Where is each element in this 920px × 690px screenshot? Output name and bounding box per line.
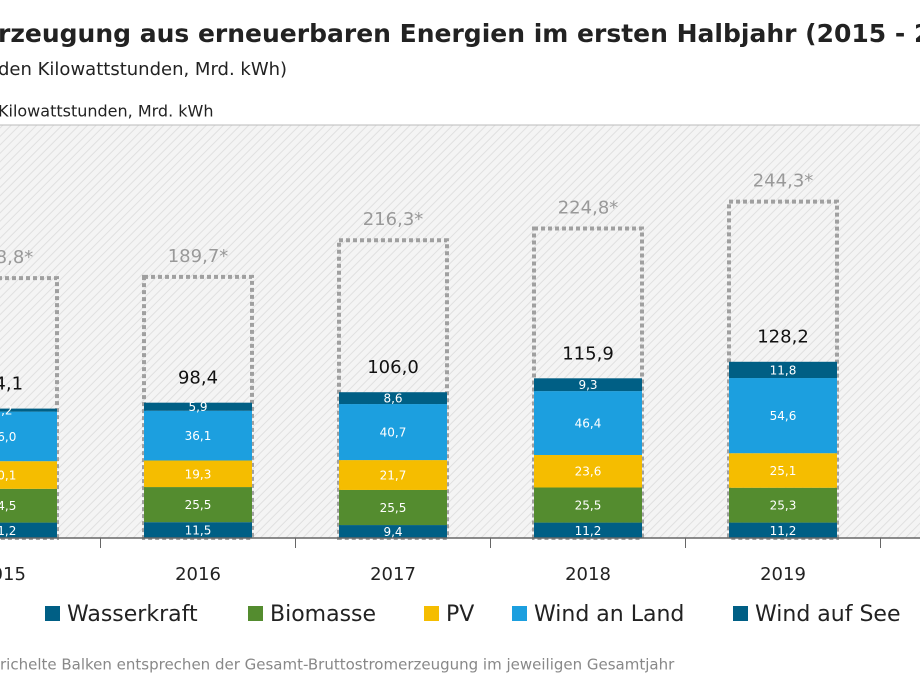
bar-segment xyxy=(339,525,447,538)
x-tick-label: 2017 xyxy=(370,564,416,585)
x-tick-label: 2018 xyxy=(565,564,611,585)
legend-swatch xyxy=(733,606,748,621)
bar-segment xyxy=(339,489,447,526)
bar-segment xyxy=(339,404,447,461)
legend-label: Wind auf See xyxy=(755,602,900,627)
segment-label: 9,3 xyxy=(578,378,597,392)
footnote: richelte Balken entsprechen der Gesamt-B… xyxy=(0,656,675,674)
segment-label: 25,5 xyxy=(380,501,407,515)
bar-segment xyxy=(729,361,837,379)
bar-segment xyxy=(0,408,57,412)
segment-label: 19,3 xyxy=(185,467,212,481)
bar-segment xyxy=(534,487,642,523)
x-tick-label: 2015 xyxy=(0,564,26,585)
segment-label: 11,5 xyxy=(185,524,212,538)
legend-label: PV xyxy=(446,602,474,627)
y-axis-label: Kilowattstunden, Mrd. kWh xyxy=(0,102,213,121)
segment-label: 54,6 xyxy=(770,409,797,423)
legend-swatch xyxy=(45,606,60,621)
bar-segment xyxy=(144,460,252,488)
segment-label: 25,5 xyxy=(575,499,602,513)
total-label: 106,0 xyxy=(367,357,419,378)
segment-label: 25,5 xyxy=(185,498,212,512)
bar-segment xyxy=(534,391,642,455)
segment-label: 11,2 xyxy=(770,524,797,538)
segment-label: 36,0 xyxy=(0,430,16,444)
total-label: 94,1 xyxy=(0,373,23,394)
bar-segment xyxy=(729,487,837,523)
annual-total-label: 244,3* xyxy=(753,171,814,192)
bar-segment xyxy=(0,522,57,538)
bar-segment xyxy=(534,378,642,392)
chart-subtitle: den Kilowattstunden, Mrd. kWh) xyxy=(0,59,287,80)
segment-label: 24,5 xyxy=(0,499,16,513)
bar-segment xyxy=(0,488,57,523)
total-label: 128,2 xyxy=(757,327,809,348)
bar-segment xyxy=(0,461,57,489)
segment-label: 11,2 xyxy=(575,524,602,538)
bar-segment xyxy=(339,392,447,405)
legend-label: Wind an Land xyxy=(534,602,684,627)
bar-segment xyxy=(144,487,252,523)
annual-total-label: 189,7* xyxy=(168,246,229,267)
legend-swatch xyxy=(512,606,527,621)
bar-segment xyxy=(339,460,447,490)
annual-total-label: 188,8* xyxy=(0,247,33,268)
bar-segment xyxy=(534,522,642,538)
bar-segment xyxy=(729,522,837,538)
bar-segment xyxy=(144,410,252,461)
segment-label: 40,7 xyxy=(380,426,407,440)
segment-label: 23,6 xyxy=(575,465,602,479)
bar-segment xyxy=(144,402,252,411)
x-tick-label: 2019 xyxy=(760,564,806,585)
segment-label: 11,2 xyxy=(0,524,16,538)
segment-label: 11,8 xyxy=(770,363,797,377)
chart-title: rzeugung aus erneuerbaren Energien im er… xyxy=(0,19,920,48)
legend-swatch xyxy=(424,606,439,621)
segment-label: 5,9 xyxy=(188,400,207,414)
legend-label: Wasserkraft xyxy=(67,602,198,627)
segment-label: 9,4 xyxy=(383,525,402,539)
segment-label: 8,6 xyxy=(383,392,402,406)
bar-segment xyxy=(729,378,837,454)
segment-label: 25,3 xyxy=(770,499,797,513)
bar-segment xyxy=(534,454,642,488)
segment-label: 36,1 xyxy=(185,429,212,443)
segment-label: 2,2 xyxy=(0,404,13,418)
legend-label: Biomasse xyxy=(270,602,376,627)
annual-total-label: 216,3* xyxy=(363,209,424,230)
bar-segment xyxy=(144,522,252,538)
annual-total-label: 224,8* xyxy=(558,198,619,219)
segment-label: 46,4 xyxy=(575,417,602,431)
segment-label: 20,1 xyxy=(0,469,16,483)
x-tick-label: 2016 xyxy=(175,564,221,585)
segment-label: 21,7 xyxy=(380,469,407,483)
total-label: 115,9 xyxy=(562,343,614,364)
segment-label: 25,1 xyxy=(770,464,797,478)
total-label: 98,4 xyxy=(178,368,218,389)
bar-segment xyxy=(0,411,57,462)
bar-segment xyxy=(729,453,837,488)
legend-swatch xyxy=(248,606,263,621)
